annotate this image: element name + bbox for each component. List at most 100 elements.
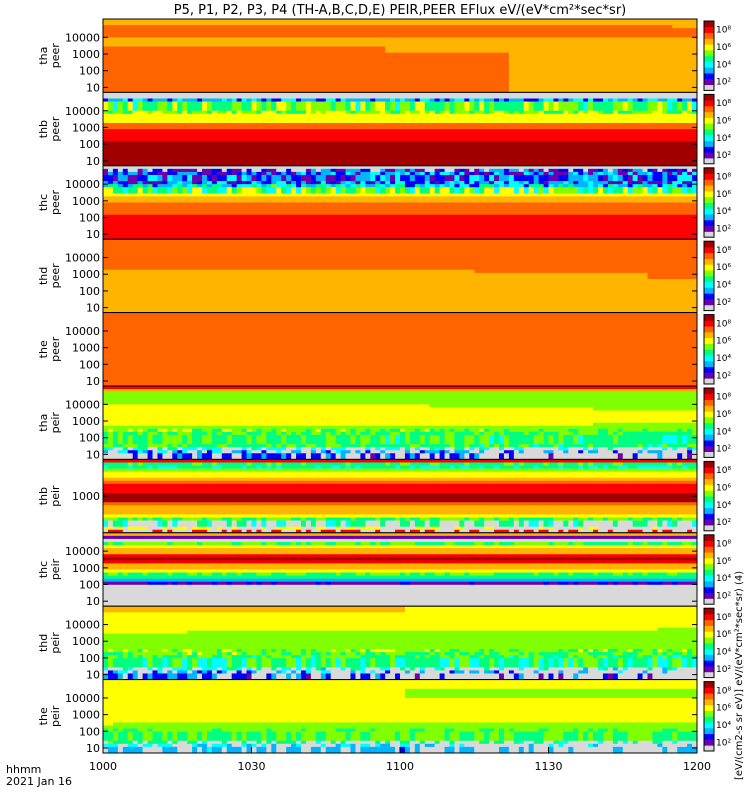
heatmap-cell (459, 520, 465, 527)
heatmap-cell (236, 181, 243, 185)
heatmap-cell (380, 447, 386, 451)
heatmap-cell (548, 181, 564, 185)
heatmap-cell (528, 746, 535, 754)
heatmap-cell (147, 453, 153, 460)
heatmap-cell (172, 658, 183, 668)
heatmap-cell (400, 746, 406, 754)
heatmap-cell (409, 450, 421, 454)
heatmap-cell (459, 649, 480, 653)
heatmap-cell (350, 431, 356, 436)
heatmap-cell (241, 174, 248, 182)
heatmap-cell (241, 529, 248, 534)
heatmap-cell (261, 581, 272, 586)
heatmap-cell (682, 101, 688, 112)
heatmap-cell (419, 187, 431, 194)
heatmap-cell (588, 462, 594, 466)
heatmap-cell (251, 98, 257, 102)
heatmap-cell (484, 428, 490, 433)
heatmap-cell (360, 526, 381, 531)
heatmap-cell (459, 184, 470, 188)
heatmap-cell (167, 98, 173, 102)
heatmap-cell (103, 122, 698, 127)
heatmap-cell (538, 187, 545, 194)
heatmap-cell (152, 670, 158, 674)
heatmap-cell (137, 673, 144, 680)
heatmap-cell (192, 184, 198, 188)
heatmap-cell (607, 428, 619, 433)
heatmap-cell (583, 187, 589, 194)
colorbar-swatch (704, 252, 714, 257)
heatmap-cell (692, 447, 698, 451)
heatmap-cell (548, 462, 559, 466)
heatmap-cell (271, 728, 302, 732)
heatmap-cell (301, 746, 312, 754)
heatmap-cell (523, 431, 530, 436)
heatmap-cell (404, 447, 411, 451)
heatmap-cell (647, 171, 653, 176)
colorbar-swatch (704, 493, 714, 497)
heatmap-cell (202, 541, 233, 546)
heatmap-cell (103, 673, 109, 680)
heatmap-cell (103, 697, 698, 705)
heatmap-cell (103, 28, 698, 35)
heatmap-cell (345, 453, 361, 460)
heatmap-cell (439, 655, 450, 659)
heatmap-cell (167, 174, 173, 182)
heatmap-cell (226, 434, 233, 445)
heatmap-cell (484, 465, 495, 469)
colorbar-swatch (704, 214, 714, 218)
heatmap-cell (459, 181, 465, 185)
heatmap-cell (112, 728, 119, 732)
heatmap-cell (454, 450, 470, 454)
heatmap-cell (617, 453, 624, 460)
heatmap-cell (459, 529, 470, 534)
colorbar-swatch (704, 301, 714, 306)
y-tick-label: 10000 (65, 105, 100, 118)
heatmap-cell (103, 468, 698, 472)
heatmap-cell (296, 743, 302, 748)
heatmap-cell (103, 554, 698, 558)
heatmap-cell (375, 658, 391, 668)
heatmap-cell (578, 101, 584, 112)
heatmap-cell (652, 740, 663, 745)
colorbar-swatch (704, 513, 714, 517)
heatmap-cell (439, 450, 446, 454)
heatmap-cell (103, 572, 109, 576)
heatmap-cell (672, 652, 683, 656)
heatmap-cell (533, 652, 540, 656)
heatmap-cell (206, 746, 213, 754)
heatmap-cell (380, 541, 391, 546)
heatmap-cell (449, 428, 455, 433)
colorbar-swatch (704, 461, 714, 465)
heatmap-cell (543, 450, 554, 454)
colorbar-swatch (704, 651, 714, 655)
heatmap-cell (652, 517, 658, 521)
heatmap-cell (107, 447, 114, 451)
heatmap-cell (607, 655, 614, 659)
heatmap-cell (479, 453, 500, 460)
heatmap-cell (157, 465, 178, 469)
heatmap-cell (489, 168, 505, 173)
heatmap-cell (682, 184, 688, 188)
heatmap-cell (271, 428, 277, 433)
heatmap-cell (518, 181, 525, 185)
heatmap-cell (617, 667, 624, 671)
heatmap-cell (310, 649, 317, 653)
heatmap-cell (692, 174, 698, 182)
heatmap-cell (251, 746, 257, 754)
heatmap-cell (657, 184, 663, 188)
heatmap-cell (692, 168, 698, 173)
heatmap-cell (474, 101, 480, 112)
heatmap-cell (479, 184, 495, 188)
colorbar-swatch (704, 108, 714, 113)
heatmap-cell (573, 673, 579, 680)
heatmap-cell (558, 434, 564, 445)
heatmap-cell (484, 655, 505, 659)
heatmap-cell (107, 181, 114, 185)
heatmap-cell (558, 101, 579, 112)
heatmap-cell (469, 572, 495, 576)
heatmap-cell (409, 168, 416, 173)
heatmap-cell (390, 740, 401, 745)
